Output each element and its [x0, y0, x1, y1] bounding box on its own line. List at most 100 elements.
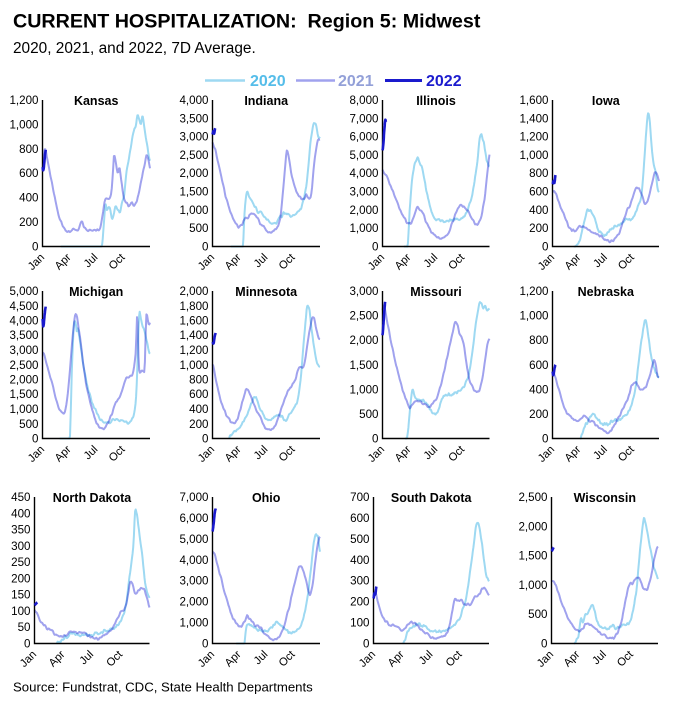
svg-text:Wisconsin: Wisconsin: [574, 491, 636, 505]
svg-text:1,500: 1,500: [9, 388, 38, 401]
svg-text:0: 0: [202, 433, 208, 446]
svg-text:800: 800: [189, 374, 208, 387]
svg-text:0: 0: [32, 241, 38, 254]
svg-text:3,000: 3,000: [349, 186, 378, 199]
svg-text:1,200: 1,200: [179, 344, 208, 357]
svg-text:2020: 2020: [250, 73, 286, 90]
svg-text:Nebraska: Nebraska: [578, 285, 635, 299]
svg-text:1,800: 1,800: [179, 300, 208, 313]
svg-text:200: 200: [189, 418, 208, 431]
svg-text:200: 200: [11, 572, 30, 585]
svg-text:200: 200: [350, 596, 369, 609]
svg-text:400: 400: [11, 507, 30, 520]
svg-text:4,500: 4,500: [9, 300, 38, 313]
svg-text:800: 800: [529, 167, 548, 180]
svg-text:1,000: 1,000: [518, 579, 547, 592]
svg-text:100: 100: [350, 617, 369, 630]
svg-text:0: 0: [202, 638, 208, 651]
svg-text:0: 0: [372, 433, 378, 446]
svg-text:1,200: 1,200: [519, 131, 548, 144]
svg-text:0: 0: [372, 241, 378, 254]
svg-text:200: 200: [529, 408, 548, 421]
svg-text:500: 500: [189, 222, 208, 235]
svg-text:2,000: 2,000: [518, 520, 547, 533]
svg-text:800: 800: [19, 143, 38, 156]
svg-text:400: 400: [529, 204, 548, 217]
svg-text:2,000: 2,000: [179, 596, 208, 609]
svg-text:5,000: 5,000: [349, 149, 378, 162]
svg-text:2,000: 2,000: [349, 204, 378, 217]
svg-text:100: 100: [11, 605, 30, 618]
svg-text:400: 400: [350, 554, 369, 567]
svg-text:0: 0: [542, 433, 548, 446]
svg-text:2,000: 2,000: [9, 374, 38, 387]
svg-text:50: 50: [18, 621, 31, 634]
svg-text:8,000: 8,000: [349, 94, 378, 107]
svg-text:1,600: 1,600: [179, 315, 208, 328]
svg-text:3,000: 3,000: [9, 344, 38, 357]
svg-text:0: 0: [24, 638, 30, 651]
svg-text:3,000: 3,000: [179, 575, 208, 588]
svg-text:2,500: 2,500: [9, 359, 38, 372]
svg-text:2,500: 2,500: [518, 491, 547, 504]
svg-text:Michigan: Michigan: [69, 285, 123, 299]
svg-text:400: 400: [529, 383, 548, 396]
svg-text:3,500: 3,500: [9, 329, 38, 342]
svg-text:1,000: 1,000: [179, 617, 208, 630]
svg-text:1,000: 1,000: [349, 383, 378, 396]
svg-text:2,500: 2,500: [349, 310, 378, 323]
svg-text:North Dakota: North Dakota: [53, 491, 133, 505]
svg-text:Minnesota: Minnesota: [235, 285, 298, 299]
svg-text:600: 600: [19, 167, 38, 180]
svg-text:3,500: 3,500: [179, 112, 208, 125]
svg-text:400: 400: [19, 192, 38, 205]
svg-text:2,000: 2,000: [179, 167, 208, 180]
svg-text:0: 0: [542, 241, 548, 254]
svg-text:600: 600: [529, 359, 548, 372]
svg-text:6,000: 6,000: [179, 512, 208, 525]
svg-text:600: 600: [529, 186, 548, 199]
svg-text:CURRENT HOSPITALIZATION: Regi: CURRENT HOSPITALIZATION: Region 5: Midwe…: [13, 11, 481, 33]
svg-text:1,000: 1,000: [179, 359, 208, 372]
svg-text:1,500: 1,500: [349, 359, 378, 372]
svg-text:1,200: 1,200: [9, 94, 38, 107]
svg-text:0: 0: [202, 241, 208, 254]
svg-text:200: 200: [19, 216, 38, 229]
svg-text:800: 800: [529, 334, 548, 347]
svg-text:2021: 2021: [338, 73, 374, 90]
svg-text:500: 500: [19, 418, 38, 431]
svg-text:1,000: 1,000: [179, 204, 208, 217]
svg-text:4,000: 4,000: [349, 167, 378, 180]
svg-text:4,000: 4,000: [179, 94, 208, 107]
svg-text:500: 500: [528, 608, 547, 621]
svg-text:1,400: 1,400: [519, 112, 548, 125]
svg-text:2020, 2021, and 2022, 7D Avera: 2020, 2021, and 2022, 7D Average.: [13, 40, 256, 57]
svg-text:150: 150: [11, 589, 30, 602]
svg-text:1,500: 1,500: [179, 186, 208, 199]
svg-text:5,000: 5,000: [9, 285, 38, 298]
svg-text:1,000: 1,000: [349, 222, 378, 235]
svg-text:400: 400: [189, 403, 208, 416]
svg-text:3,000: 3,000: [179, 131, 208, 144]
svg-text:450: 450: [11, 491, 30, 504]
svg-text:0: 0: [363, 638, 369, 651]
svg-text:200: 200: [529, 222, 548, 235]
svg-text:Ohio: Ohio: [252, 491, 281, 505]
svg-text:4,000: 4,000: [179, 554, 208, 567]
svg-text:1,000: 1,000: [519, 149, 548, 162]
svg-text:1,600: 1,600: [519, 94, 548, 107]
svg-text:Illinois: Illinois: [416, 94, 456, 108]
svg-text:4,000: 4,000: [9, 315, 38, 328]
svg-text:2,000: 2,000: [179, 285, 208, 298]
svg-text:3,000: 3,000: [349, 285, 378, 298]
svg-text:0: 0: [541, 638, 547, 651]
svg-text:350: 350: [11, 524, 30, 537]
svg-text:0: 0: [32, 433, 38, 446]
svg-text:1,500: 1,500: [518, 550, 547, 563]
svg-text:Iowa: Iowa: [592, 94, 621, 108]
svg-text:7,000: 7,000: [349, 112, 378, 125]
svg-text:300: 300: [350, 575, 369, 588]
svg-text:Kansas: Kansas: [74, 94, 119, 108]
svg-text:1,200: 1,200: [519, 285, 548, 298]
svg-text:6,000: 6,000: [349, 131, 378, 144]
